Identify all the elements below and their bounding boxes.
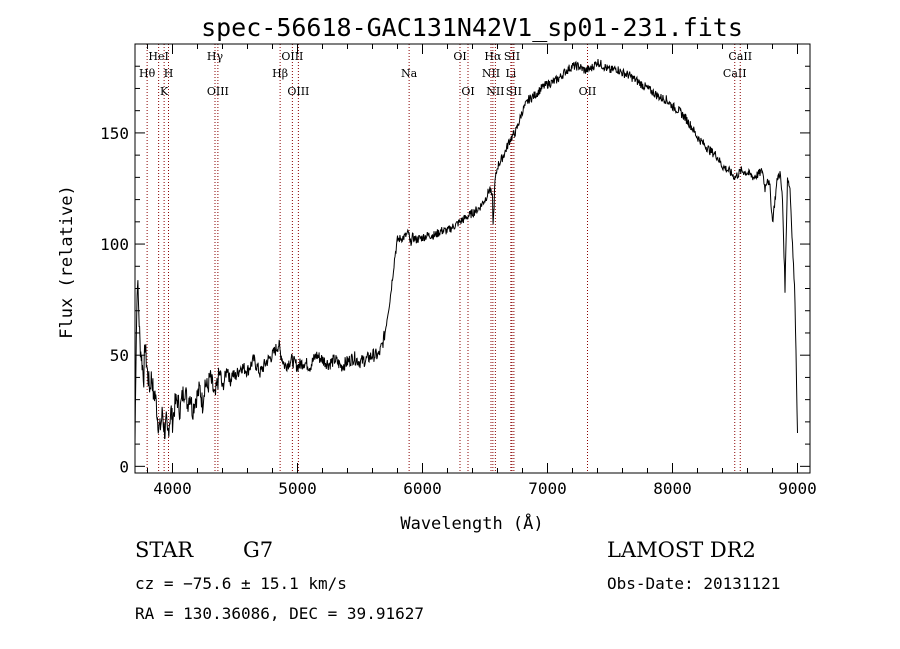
line-label-0: Hθ — [139, 67, 156, 80]
spectral-line-markers: HθHeIKHHγOIIIHβOIIIOIIINaOIOINIIHαNIILiS… — [139, 44, 752, 473]
y-tick-label-0: 0 — [119, 457, 129, 476]
line-label-12: NII — [482, 67, 500, 80]
y-tick-label-2: 100 — [100, 235, 129, 254]
line-label-6: Hβ — [272, 67, 288, 80]
x-tick-label-0: 4000 — [153, 479, 192, 498]
y-axis-label: Flux (relative) — [57, 185, 77, 339]
plot-frame — [134, 43, 811, 474]
line-label-11: OI — [461, 85, 474, 98]
y-tick-label-1: 50 — [110, 346, 129, 365]
spectrum-line-0 — [134, 59, 798, 445]
line-label-20: CaII — [728, 50, 752, 63]
line-label-15: Li — [505, 67, 516, 80]
line-label-2: K — [160, 85, 169, 98]
x-tick-label-2: 6000 — [403, 479, 442, 498]
line-label-1: HeI — [148, 50, 168, 63]
line-label-13: Hα — [484, 50, 502, 63]
line-label-18: OII — [579, 85, 597, 98]
line-label-16: SII — [504, 50, 520, 63]
line-label-5: OIII — [207, 85, 229, 98]
line-label-9: Na — [401, 67, 418, 80]
y-axis: 0 50 100 150 — [100, 65, 810, 476]
object-class: STAR — [135, 538, 194, 562]
x-axis-label: Wavelength (Å) — [400, 512, 543, 534]
observation-date: Obs-Date: 20131121 — [607, 574, 781, 593]
line-label-8: OIII — [287, 85, 309, 98]
line-label-4: Hγ — [207, 50, 224, 63]
line-label-10: OI — [453, 50, 466, 63]
x-tick-label-3: 7000 — [528, 479, 567, 498]
line-label-14: NII — [486, 85, 504, 98]
y-tick-label-3: 150 — [100, 124, 129, 143]
line-label-3: H — [164, 67, 174, 80]
chart-title: spec-56618-GAC131N42V1_sp01-231.fits — [201, 13, 743, 42]
x-tick-label-4: 8000 — [653, 479, 692, 498]
survey-name: LAMOST DR2 — [607, 538, 756, 562]
line-label-19: CaII — [723, 67, 747, 80]
spectrum-series — [134, 59, 798, 445]
x-tick-label-5: 9000 — [778, 479, 817, 498]
ra-dec-coordinates: RA = 130.36086, DEC = 39.91627 — [135, 604, 424, 623]
line-label-7: OIII — [281, 50, 303, 63]
line-label-17: SII — [506, 85, 522, 98]
object-subclass: G7 — [243, 538, 274, 562]
redshift-velocity: cz = −75.6 ± 15.1 km/s — [135, 574, 347, 593]
x-tick-label-1: 5000 — [278, 479, 317, 498]
x-axis: 4000 5000 6000 7000 8000 9000 — [147, 44, 817, 498]
